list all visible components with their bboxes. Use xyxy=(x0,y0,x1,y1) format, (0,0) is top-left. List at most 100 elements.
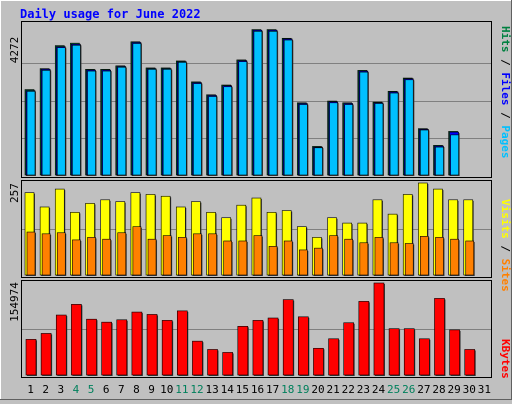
pages-bar xyxy=(253,31,263,176)
sites-bar xyxy=(102,238,111,276)
x-tick-label: 5 xyxy=(88,383,95,396)
sites-bar xyxy=(465,240,475,276)
middle-panel-frame xyxy=(21,180,492,278)
sites-bar xyxy=(283,240,293,276)
files-side-label: Files xyxy=(499,72,512,105)
x-tick-label: 2 xyxy=(42,383,49,396)
pages-bar xyxy=(238,61,248,176)
pages-bar xyxy=(162,69,172,176)
sites-bar xyxy=(314,247,323,276)
pages-bar xyxy=(420,129,429,176)
kbytes-bar xyxy=(388,328,400,376)
kbytes-bar xyxy=(328,338,339,376)
kbytes-bar xyxy=(434,298,445,376)
x-tick-label: 19 xyxy=(296,383,309,396)
side-label-separator: / xyxy=(499,53,512,73)
kbytes-bar xyxy=(358,301,370,376)
x-tick-label: 23 xyxy=(357,383,370,396)
x-tick-label: 12 xyxy=(190,383,203,396)
x-tick-label: 4 xyxy=(73,383,80,396)
sites-bar xyxy=(223,240,232,276)
x-tick-label: 11 xyxy=(175,383,188,396)
pages-bar xyxy=(26,90,36,176)
pages-bar xyxy=(314,147,323,176)
sites-bar xyxy=(208,233,217,276)
x-tick-label: 1 xyxy=(27,383,34,396)
pages-bar xyxy=(102,70,111,176)
kbytes-bar xyxy=(101,321,112,376)
bottom-panel-frame xyxy=(21,280,492,378)
sites-bar xyxy=(41,233,51,276)
middle-side-labels: Visits / Sites xyxy=(499,199,512,292)
middle-panel-max-label: 257 xyxy=(8,183,21,203)
kbytes-bar xyxy=(146,314,158,376)
sites-bar xyxy=(72,239,81,276)
kbytes-bar xyxy=(161,320,173,376)
pages-bar xyxy=(329,102,338,176)
x-tick-label: 14 xyxy=(221,383,235,396)
hits-side-label: Hits xyxy=(499,26,512,53)
sites-bar xyxy=(26,231,36,276)
x-tick-label: 20 xyxy=(311,383,324,396)
x-tick-label: 21 xyxy=(327,383,340,396)
kbytes-bar xyxy=(192,340,203,376)
kbytes-side-label: KBytes xyxy=(499,339,512,379)
x-tick-label: 17 xyxy=(266,383,279,396)
sites-bar xyxy=(404,243,414,276)
kbytes-bar xyxy=(252,320,264,376)
x-tick-label: 30 xyxy=(463,383,476,396)
x-tick-label: 15 xyxy=(236,383,249,396)
sites-bar xyxy=(162,235,172,276)
x-tick-label: 24 xyxy=(372,383,386,396)
side-label-separator: / xyxy=(499,106,512,126)
pages-bar xyxy=(147,69,157,176)
top-panel-max-label: 4272 xyxy=(8,37,21,64)
x-tick-label: 28 xyxy=(432,383,445,396)
kbytes-bar xyxy=(282,299,294,376)
x-tick-label: 31 xyxy=(478,383,491,396)
svg-text:Hits / Files / Pages: Hits / Files / Pages xyxy=(499,26,512,159)
top-panel-frame xyxy=(21,21,492,178)
pages-bar xyxy=(283,39,293,176)
pages-bar xyxy=(72,44,81,176)
kbytes-bar xyxy=(116,319,128,376)
kbytes-bar xyxy=(343,322,355,376)
pages-bar xyxy=(87,70,96,176)
kbytes-bar xyxy=(403,328,415,376)
x-tick-label: 29 xyxy=(448,383,461,396)
pages-bar xyxy=(299,104,308,176)
pages-bar xyxy=(404,79,414,176)
sites-bar xyxy=(344,238,354,276)
x-tick-label: 18 xyxy=(281,383,294,396)
kbytes-bar xyxy=(237,326,249,376)
kbytes-bar xyxy=(419,338,430,376)
sites-bar xyxy=(132,226,142,276)
pages-bar xyxy=(208,96,217,176)
pages-bar xyxy=(193,83,202,176)
svg-text:Visits / Sites: Visits / Sites xyxy=(499,199,512,292)
kbytes-bar xyxy=(71,304,82,376)
sites-bar xyxy=(420,236,429,276)
x-tick-label: 10 xyxy=(160,383,173,396)
sites-side-label: Sites xyxy=(499,259,512,292)
x-tick-label: 25 xyxy=(387,383,400,396)
sites-bar xyxy=(238,240,248,276)
x-tick-label: 6 xyxy=(103,383,110,396)
chart-title: Daily usage for June 2022 xyxy=(20,7,201,21)
pages-bar xyxy=(56,47,66,176)
kbytes-bar xyxy=(267,317,279,376)
pages-bar xyxy=(223,86,232,176)
pages-bar xyxy=(117,66,127,176)
x-tick-label: 16 xyxy=(251,383,264,396)
sites-bar xyxy=(389,242,399,276)
sites-bar xyxy=(253,235,263,276)
sites-bar xyxy=(450,238,459,276)
sites-bar xyxy=(329,235,338,276)
pages-bar xyxy=(435,146,444,176)
side-label-separator: / xyxy=(499,239,512,259)
kbytes-bar xyxy=(207,349,218,376)
sites-bar xyxy=(359,242,369,276)
sites-bar xyxy=(117,232,127,276)
